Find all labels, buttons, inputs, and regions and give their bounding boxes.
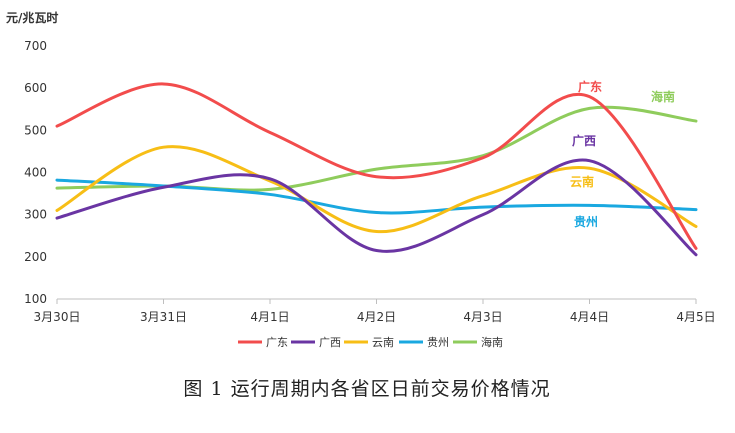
series-lines: [55, 82, 698, 257]
y-axis-ticks: 100 200 300 400 500 600 700: [24, 39, 47, 306]
x-tick-label: 4月5日: [676, 310, 715, 324]
legend: 广东 广西 云南 贵州 海南: [238, 335, 503, 349]
series-label-4: 贵州: [574, 214, 598, 229]
series-label-2: 广西: [572, 133, 596, 148]
series-label-1: 广东: [578, 79, 602, 94]
x-axis-ticks: 3月30日 3月31日 4月1日 4月2日 4月3日 4月4日 4月5日: [34, 299, 716, 324]
series-line-4: [55, 178, 698, 215]
legend-entry-2: 广西: [319, 336, 341, 349]
y-tick-label: 700: [24, 39, 47, 53]
figure-caption: 图 1 运行周期内各省区日前交易价格情况: [183, 378, 550, 400]
legend-entry-4: 贵州: [427, 336, 449, 349]
y-tick-label: 200: [24, 250, 47, 264]
series-label-3: 云南: [570, 174, 594, 189]
y-tick-label: 300: [24, 208, 47, 222]
series-line-1: [55, 82, 698, 250]
x-tick-label: 4月2日: [357, 310, 396, 324]
x-tick-label: 4月4日: [570, 310, 609, 324]
y-tick-label: 400: [24, 166, 47, 180]
legend-entry-3: 云南: [372, 336, 394, 349]
x-tick-label: 3月30日: [34, 310, 81, 324]
y-tick-label: 100: [24, 292, 47, 306]
x-tick-label: 3月31日: [140, 310, 187, 324]
series-line-3: [55, 145, 698, 234]
y-tick-label: 600: [24, 81, 47, 95]
series-label-5: 海南: [651, 89, 675, 104]
series-line-2: [55, 158, 698, 257]
legend-entry-1: 广东: [266, 336, 288, 349]
y-tick-label: 500: [24, 123, 47, 137]
x-tick-label: 4月1日: [250, 310, 289, 324]
legend-entry-5: 海南: [481, 335, 503, 349]
x-tick-label: 4月3日: [463, 310, 502, 324]
y-axis-unit-label: 元/兆瓦时: [6, 10, 58, 25]
